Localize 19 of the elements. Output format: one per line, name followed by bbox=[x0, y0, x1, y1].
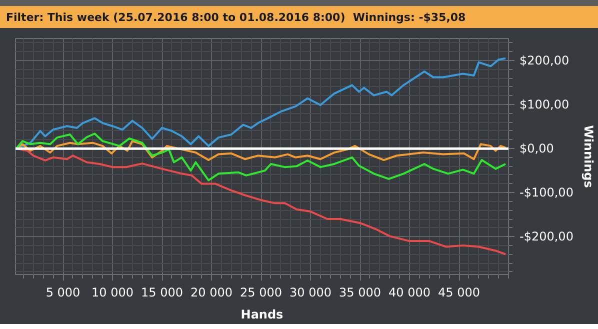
x-tick-label: 40 000 bbox=[388, 286, 431, 300]
x-tick-label: 25 000 bbox=[240, 286, 282, 300]
line-series bbox=[16, 132, 507, 182]
y-tick-label: $100,00 bbox=[520, 98, 570, 112]
line-series bbox=[16, 140, 507, 162]
x-tick-label: 20 000 bbox=[190, 286, 233, 300]
chart-title: Filter: This week (25.07.2016 8:00 to 01.08.2016 8:00) Winnings: -$35,08 bbox=[6, 11, 466, 24]
x-tick-label: 10 000 bbox=[92, 286, 134, 300]
x-tick-label: 35 000 bbox=[339, 286, 382, 300]
y-tick-label: $0,00 bbox=[520, 142, 554, 156]
y-tick-label: $200,00 bbox=[520, 54, 570, 68]
y-axis-title: Winnings bbox=[581, 125, 596, 188]
x-tick-label: 30 000 bbox=[290, 286, 332, 300]
y-tick-label: -$100,00 bbox=[520, 186, 574, 200]
y-tick-label: -$200,00 bbox=[520, 230, 574, 244]
x-axis-title: Hands bbox=[240, 308, 284, 322]
x-tick-label: 5 000 bbox=[46, 286, 80, 300]
x-tick-label: 45 000 bbox=[438, 286, 480, 300]
x-tick-label: 15 000 bbox=[141, 286, 184, 300]
